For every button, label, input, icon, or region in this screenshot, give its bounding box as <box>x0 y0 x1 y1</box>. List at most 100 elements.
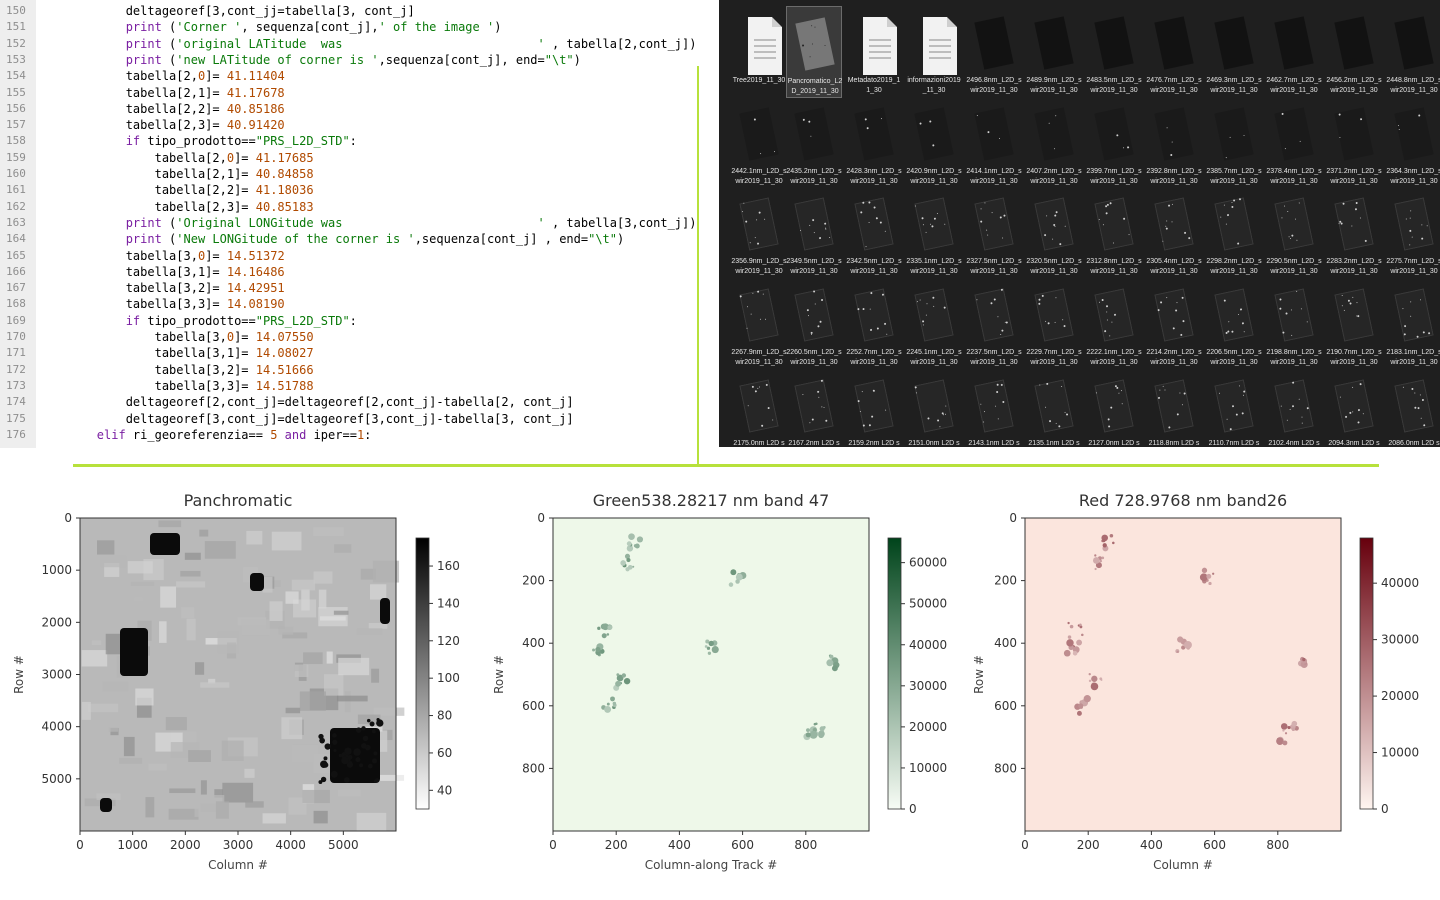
image-texture <box>169 788 196 794</box>
file-item[interactable]: 2399.7nm_L2D_s wir2019_11_30 <box>1086 97 1142 189</box>
image-texture <box>199 529 209 537</box>
file-item[interactable]: 2290.5nm_L2D_s wir2019_11_30 <box>1266 187 1322 279</box>
chart-title: Red 728.9768 nm band26 <box>1079 491 1287 510</box>
file-item[interactable]: 2267.9nm_L2D_s wir2019_11_30 <box>731 278 787 370</box>
image-texture <box>217 631 240 654</box>
bright-speck <box>818 730 825 738</box>
chart-title: Green538.28217 nm band 47 <box>593 491 830 510</box>
file-item[interactable]: 2110.7nm L2D s <box>1206 369 1262 447</box>
file-label: 2135.1nm L2D s <box>1028 440 1080 447</box>
file-item[interactable]: 2298.2nm_L2D_s wir2019_11_30 <box>1206 187 1262 279</box>
file-item[interactable]: 2483.5nm_L2D_s wir2019_11_30 <box>1086 6 1142 98</box>
file-item[interactable]: 2496.8nm_L2D_s wir2019_11_30 <box>966 6 1022 98</box>
file-item[interactable]: 2489.9nm_L2D_s wir2019_11_30 <box>1026 6 1082 98</box>
file-item[interactable]: 2335.1nm_L2D_s wir2019_11_30 <box>906 187 962 279</box>
bright-speck <box>1069 624 1074 629</box>
image-texture <box>160 586 177 608</box>
file-item[interactable]: 2448.8nm_L2D_s wir2019_11_30 <box>1386 6 1440 98</box>
file-item[interactable]: 2476.7nm_L2D_s wir2019_11_30 <box>1146 6 1202 98</box>
file-item[interactable]: 2312.8nm_L2D_s wir2019_11_30 <box>1086 187 1142 279</box>
y-tick-label: 800 <box>522 761 545 775</box>
file-item[interactable]: 2378.4nm_L2D_s wir2019_11_30 <box>1266 97 1322 189</box>
file-item[interactable]: 2283.2nm_L2D_s wir2019_11_30 <box>1326 187 1382 279</box>
file-item[interactable]: 2349.5nm_L2D_s wir2019_11_30 <box>786 187 842 279</box>
code-line: 174 deltageoref[2,cont_j]=deltageoref[2,… <box>0 394 700 410</box>
line-number: 167 <box>6 281 26 295</box>
file-item[interactable]: 2206.5nm_L2D_s wir2019_11_30 <box>1206 278 1262 370</box>
file-item[interactable]: 2305.4nm_L2D_s wir2019_11_30 <box>1146 187 1202 279</box>
file-item[interactable]: Pancromatico_L2 D_2019_11_30 <box>786 6 842 98</box>
file-item[interactable]: 2229.7nm_L2D_s wir2019_11_30 <box>1026 278 1082 370</box>
file-item[interactable]: 2127.0nm L2D s <box>1086 369 1142 447</box>
y-tick-label: 1000 <box>41 563 72 577</box>
image-texture <box>134 597 143 602</box>
file-item[interactable]: 2442.1nm_L2D_s wir2019_11_30 <box>731 97 787 189</box>
file-label: 2456.2nm_L2D_s wir2019_11_30 <box>1326 77 1382 94</box>
chart-svg: Red 728.9768 nm band26 0 200 400 600 800 0 200 4… <box>972 491 1419 872</box>
file-label: 2245.1nm_L2D_s wir2019_11_30 <box>906 349 962 366</box>
file-item[interactable]: 2469.3nm_L2D_s wir2019_11_30 <box>1206 6 1262 98</box>
file-item[interactable]: 2214.2nm_L2D_s wir2019_11_30 <box>1146 278 1202 370</box>
file-item[interactable]: 2143.1nm L2D s <box>966 369 1022 447</box>
code-line: 176 elif ri_georeferenzia== 5 and iper==… <box>0 427 700 443</box>
file-item[interactable]: 2260.5nm_L2D_s wir2019_11_30 <box>786 278 842 370</box>
file-item[interactable]: 2252.7nm_L2D_s wir2019_11_30 <box>846 278 902 370</box>
image-texture <box>338 657 370 676</box>
file-item[interactable]: 2175.0nm L2D s <box>731 369 787 447</box>
file-item[interactable]: 2222.1nm_L2D_s wir2019_11_30 <box>1086 278 1142 370</box>
file-item[interactable]: 2392.8nm_L2D_s wir2019_11_30 <box>1146 97 1202 189</box>
file-item[interactable]: 2183.1nm_L2D_s wir2019_11_30 <box>1386 278 1440 370</box>
file-item[interactable]: 2190.7nm_L2D_s wir2019_11_30 <box>1326 278 1382 370</box>
file-item[interactable]: 2414.1nm_L2D_s wir2019_11_30 <box>966 97 1022 189</box>
file-item[interactable]: 2385.7nm_L2D_s wir2019_11_30 <box>1206 97 1262 189</box>
file-item[interactable]: 2118.8nm L2D s <box>1146 369 1202 447</box>
image-thumbnail <box>794 12 836 74</box>
file-item[interactable]: 2320.5nm_L2D_s wir2019_11_30 <box>1026 187 1082 279</box>
file-item[interactable]: 2456.2nm_L2D_s wir2019_11_30 <box>1326 6 1382 98</box>
file-item[interactable]: 2151.0nm L2D s <box>906 369 962 447</box>
colorbar-tick-label: 40000 <box>909 638 947 652</box>
line-number: 176 <box>6 427 26 441</box>
file-item[interactable]: 2420.9nm_L2D_s wir2019_11_30 <box>906 97 962 189</box>
bright-speck <box>1282 729 1285 732</box>
file-item[interactable]: Metadato2019_1 1_30 <box>846 6 902 98</box>
file-item[interactable]: informazioni2019 _11_30 <box>906 6 962 98</box>
file-item[interactable]: 2356.9nm_L2D_s wir2019_11_30 <box>731 187 787 279</box>
file-item[interactable]: 2159.2nm L2D s <box>846 369 902 447</box>
file-item[interactable]: 2407.2nm_L2D_s wir2019_11_30 <box>1026 97 1082 189</box>
file-item[interactable]: 2327.5nm_L2D_s wir2019_11_30 <box>966 187 1022 279</box>
file-item[interactable]: 2198.8nm_L2D_s wir2019_11_30 <box>1266 278 1322 370</box>
code-editor[interactable]: 150 deltageoref[3,cont_jj=tabella[3, con… <box>0 0 700 448</box>
image-texture <box>303 652 323 665</box>
file-item[interactable]: 2462.7nm_L2D_s wir2019_11_30 <box>1266 6 1322 98</box>
file-label: 2462.7nm_L2D_s wir2019_11_30 <box>1266 77 1322 94</box>
file-item[interactable]: 2245.1nm_L2D_s wir2019_11_30 <box>906 278 962 370</box>
file-item[interactable]: Tree2019_11_30 <box>731 6 787 98</box>
image-texture <box>176 581 206 588</box>
bright-speck <box>606 633 610 636</box>
file-label: 2327.5nm_L2D_s wir2019_11_30 <box>966 258 1022 275</box>
file-item[interactable]: 2237.5nm_L2D_s wir2019_11_30 <box>966 278 1022 370</box>
file-item[interactable]: 2275.7nm_L2D_s wir2019_11_30 <box>1386 187 1440 279</box>
file-item[interactable]: 2167.2nm L2D s <box>786 369 842 447</box>
file-label: 2183.1nm_L2D_s wir2019_11_30 <box>1386 349 1440 366</box>
bright-speck <box>728 582 734 587</box>
file-item[interactable]: 2086.0nm L2D s <box>1386 369 1440 447</box>
code-line: 154 tabella[2,0]= 41.11404 <box>0 68 700 84</box>
code-text: tabella[2,2]= 41.18036 <box>154 183 314 198</box>
file-item[interactable]: 2435.2nm_L2D_s wir2019_11_30 <box>786 97 842 189</box>
code-text: print ('New LONGitude of the corner is '… <box>125 232 625 247</box>
file-item[interactable]: 2371.2nm_L2D_s wir2019_11_30 <box>1326 97 1382 189</box>
image-thumbnail <box>738 102 780 164</box>
line-number: 152 <box>6 36 26 50</box>
file-label: 2110.7nm L2D s <box>1208 440 1260 447</box>
file-item[interactable]: 2094.3nm L2D s <box>1326 369 1382 447</box>
file-item[interactable]: 2364.3nm_L2D_s wir2019_11_30 <box>1386 97 1440 189</box>
file-item[interactable]: 2342.5nm_L2D_s wir2019_11_30 <box>846 187 902 279</box>
file-item[interactable]: 2135.1nm L2D s <box>1026 369 1082 447</box>
code-text: deltageoref[3,cont_jj=tabella[3, cont_j] <box>125 4 415 18</box>
image-texture <box>288 797 307 815</box>
file-item[interactable]: 2102.4nm L2D s <box>1266 369 1322 447</box>
file-item[interactable]: 2428.3nm_L2D_s wir2019_11_30 <box>846 97 902 189</box>
bright-speck <box>704 645 708 648</box>
